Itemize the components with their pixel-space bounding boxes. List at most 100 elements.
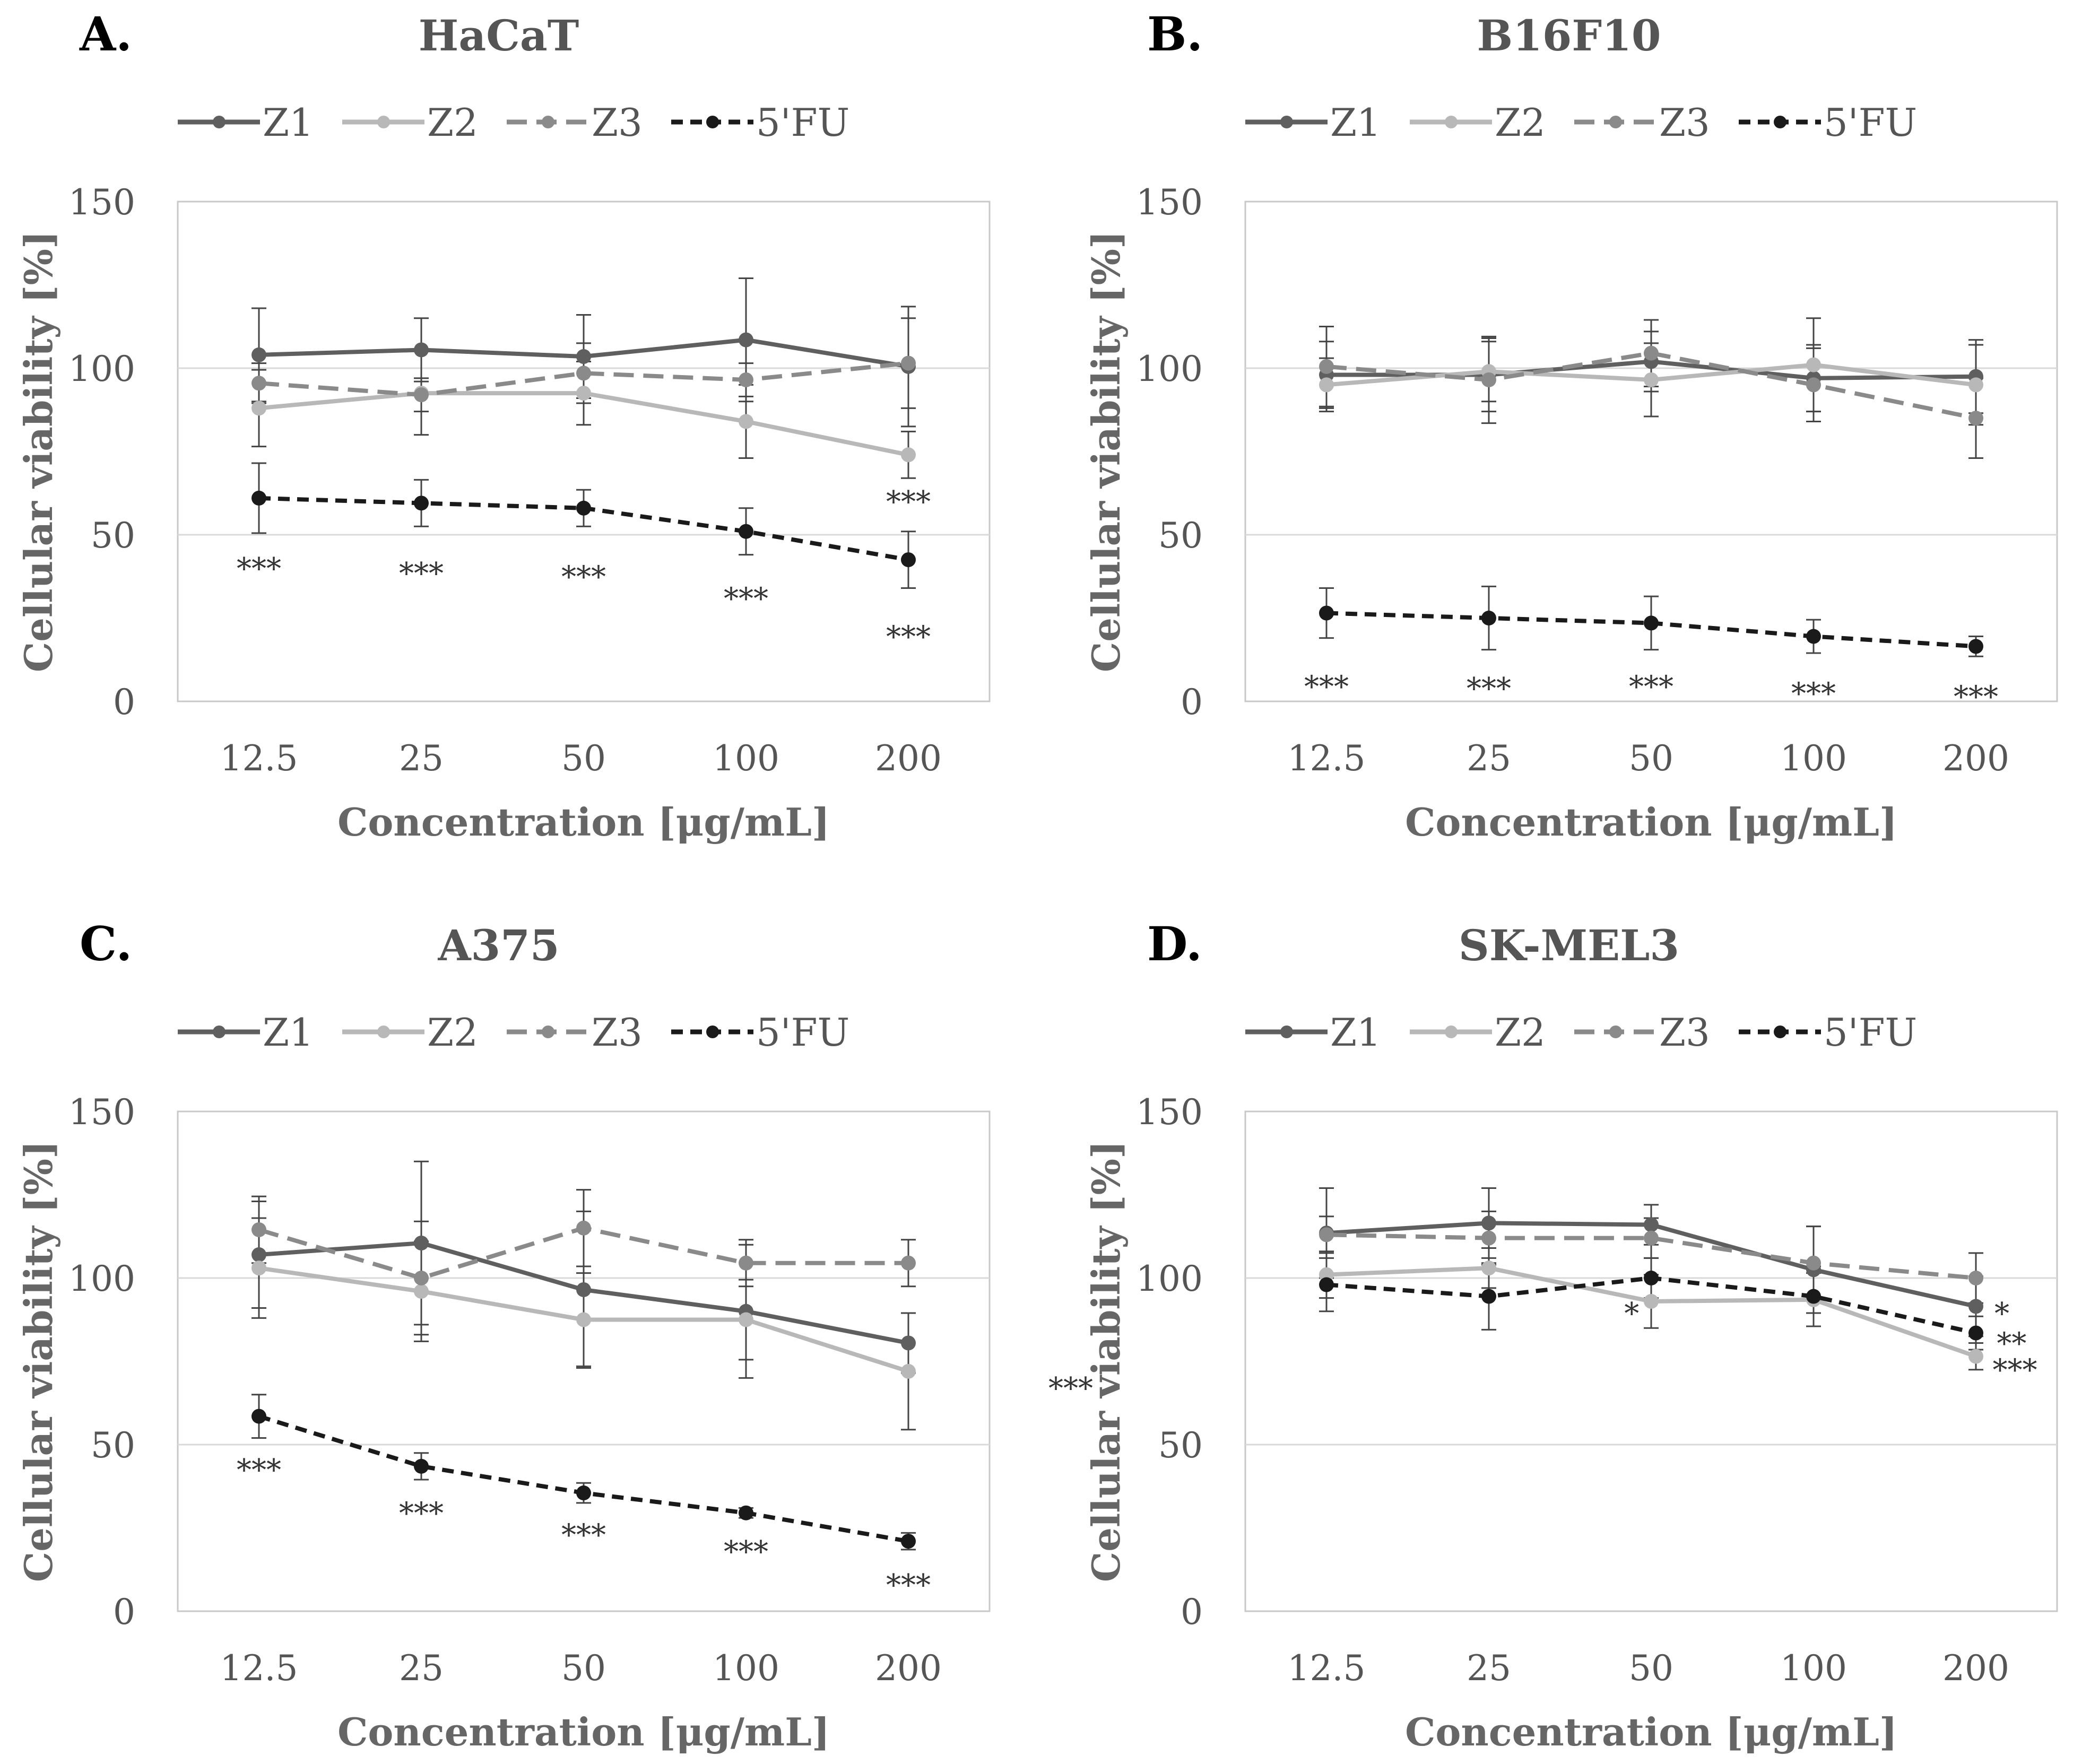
data-point — [1644, 1293, 1659, 1309]
legend-label: 5'FU — [756, 1010, 849, 1055]
y-tick-label: 100 — [1136, 349, 1203, 389]
data-point — [1806, 1289, 1821, 1304]
legend-marker — [1774, 116, 1786, 128]
data-point — [1806, 377, 1821, 393]
legend-marker — [377, 1026, 390, 1038]
x-tick-label: 100 — [1780, 1648, 1847, 1689]
y-axis-label: Cellular viability [%] — [1083, 231, 1129, 672]
data-point — [576, 349, 591, 364]
plot-area — [1244, 1110, 2058, 1612]
significance-marker: *** — [1954, 680, 1998, 715]
x-tick-label: 25 — [399, 738, 444, 779]
plot-area — [177, 201, 991, 702]
y-tick-label: 100 — [68, 1258, 135, 1299]
data-point — [576, 1312, 591, 1327]
series-line — [258, 361, 909, 397]
data-point — [739, 372, 753, 387]
x-axis-label: Concentration [μg/mL] — [1405, 800, 1897, 845]
data-point — [251, 1409, 266, 1424]
significance-marker: *** — [724, 581, 768, 616]
data-point — [1968, 377, 1983, 393]
y-tick-label: 50 — [91, 515, 135, 556]
data-point — [1644, 345, 1659, 361]
legend-label: Z2 — [427, 1010, 478, 1055]
data-point — [1481, 372, 1496, 387]
significance-marker: *** — [886, 620, 931, 655]
data-point — [1319, 1277, 1334, 1292]
data-point — [739, 1255, 753, 1271]
legend-marker — [1445, 116, 1458, 128]
legend-label: Z3 — [592, 1010, 643, 1055]
data-point — [576, 1220, 591, 1236]
data-point — [576, 366, 591, 381]
data-point — [251, 347, 266, 362]
legend-label: Z2 — [427, 100, 478, 145]
data-point — [901, 1335, 916, 1351]
data-point — [1319, 377, 1334, 393]
significance-marker: *** — [1467, 672, 1511, 706]
y-tick-label: 100 — [68, 349, 135, 389]
panel-letter: A. — [79, 6, 132, 62]
data-point — [1806, 1255, 1821, 1271]
panel-title: HaCaT — [419, 11, 579, 60]
legend-label: Z1 — [1330, 1010, 1381, 1055]
legend-marker — [1280, 1026, 1293, 1038]
data-point — [739, 1312, 753, 1327]
data-point — [251, 376, 266, 391]
y-tick-label: 0 — [1181, 1592, 1203, 1632]
x-tick-label: 12.5 — [1288, 738, 1366, 779]
data-point — [576, 1485, 591, 1501]
significance-marker: * — [1624, 1297, 1639, 1331]
legend-marker — [213, 1026, 225, 1038]
legend-marker — [213, 116, 225, 128]
data-point — [1644, 1217, 1659, 1232]
data-point — [414, 1271, 429, 1285]
legend-marker — [1609, 116, 1622, 128]
significance-marker: *** — [561, 560, 606, 595]
x-tick-label: 200 — [875, 1648, 942, 1689]
data-point — [1319, 359, 1334, 374]
y-tick-label: 0 — [1181, 682, 1203, 723]
legend-marker — [1280, 116, 1293, 128]
y-tick-label: 0 — [113, 1592, 135, 1632]
significance-marker: *** — [1629, 670, 1673, 705]
panel-title: A375 — [437, 920, 559, 970]
y-axis-label: Cellular viability [%] — [1083, 1141, 1129, 1582]
data-point — [251, 401, 266, 416]
data-point — [1968, 411, 1983, 426]
legend-label: 5'FU — [1824, 1010, 1917, 1055]
x-tick-label: 100 — [713, 738, 779, 779]
data-point — [1644, 615, 1659, 631]
x-tick-label: 25 — [399, 1648, 444, 1689]
data-point — [1481, 1261, 1496, 1276]
legend-label: Z1 — [263, 100, 314, 145]
significance-marker: *** — [1791, 676, 1836, 711]
significance-marker: *** — [237, 1453, 281, 1488]
significance-marker: *** — [886, 485, 931, 519]
x-axis-label: Concentration [μg/mL] — [337, 800, 830, 845]
data-point — [739, 332, 753, 347]
panel-letter: B. — [1147, 6, 1203, 62]
data-point — [1806, 629, 1821, 644]
data-point — [901, 447, 916, 463]
data-point — [1968, 1299, 1983, 1314]
significance-marker: ** — [1997, 1326, 2026, 1361]
x-tick-label: 12.5 — [220, 738, 298, 779]
legend-marker — [706, 116, 719, 128]
data-point — [901, 1534, 916, 1549]
significance-marker: *** — [1048, 1371, 1093, 1406]
y-tick-label: 50 — [1158, 515, 1203, 556]
legend-label: Z3 — [592, 100, 643, 145]
data-point — [1481, 1230, 1496, 1246]
data-point — [576, 500, 591, 516]
data-point — [1319, 1227, 1334, 1242]
series-line — [1326, 1232, 1976, 1280]
panel-letter: C. — [80, 916, 132, 971]
significance-marker: *** — [399, 1497, 444, 1531]
data-point — [576, 1282, 591, 1297]
data-point — [739, 414, 753, 429]
data-point — [1968, 1325, 1983, 1341]
data-point — [1644, 372, 1659, 387]
plot-area — [177, 1110, 991, 1612]
legend-marker — [542, 1026, 554, 1038]
